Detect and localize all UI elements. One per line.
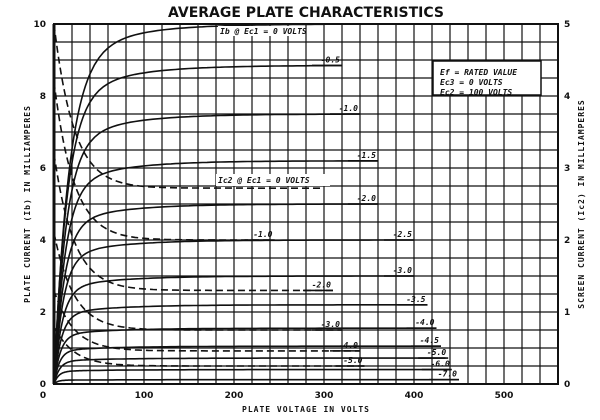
svg-text:-3.0: -3.0 xyxy=(321,320,340,329)
svg-text:-3.0: -3.0 xyxy=(393,266,412,275)
x-axis-label: PLATE VOLTAGE IN VOLTS xyxy=(242,405,370,414)
svg-text:-3.5: -3.5 xyxy=(406,295,425,304)
y2-axis-label: SCREEN CURRENT (Ic2) IN MILLIAMPERES xyxy=(577,99,586,308)
svg-text:2: 2 xyxy=(40,308,46,318)
svg-text:-0.5: -0.5 xyxy=(321,55,340,64)
svg-text:200: 200 xyxy=(225,391,244,401)
svg-text:-4.5: -4.5 xyxy=(420,336,439,345)
svg-text:-1.5: -1.5 xyxy=(357,151,376,160)
y-axis-label: PLATE CURRENT (Ib) IN MILLIAMPERES xyxy=(23,105,32,303)
svg-text:-7.0: -7.0 xyxy=(438,370,457,379)
svg-text:-6.0: -6.0 xyxy=(431,360,450,369)
svg-text:500: 500 xyxy=(495,391,514,401)
svg-text:300: 300 xyxy=(315,391,334,401)
curves xyxy=(53,23,459,385)
plate-curves-label: Ib @ Ec1 = 0 VOLTS xyxy=(220,27,307,36)
chart-title: AVERAGE PLATE CHARACTERISTICS xyxy=(168,5,444,21)
svg-text:2: 2 xyxy=(564,236,570,246)
svg-text:-2.0: -2.0 xyxy=(357,194,376,203)
svg-text:-2.0: -2.0 xyxy=(312,280,331,289)
svg-text:1: 1 xyxy=(564,308,570,318)
svg-text:400: 400 xyxy=(405,391,424,401)
svg-text:-5.0: -5.0 xyxy=(343,356,362,365)
svg-text:3: 3 xyxy=(564,164,570,174)
conditions-box: Ef = RATED VALUE Ec3 = 0 VOLTS Ec2 = 100… xyxy=(432,60,542,97)
curve-labels: -0.5 -1.0 -1.5 -2.0 -2.5 -3.0 -3.5 -4.0 -4.5 -5.0… xyxy=(244,55,459,381)
condition-ef: Ef = RATED VALUE xyxy=(440,68,517,77)
svg-text:10: 10 xyxy=(33,20,46,30)
svg-text:4: 4 xyxy=(40,236,46,246)
svg-text:-1.0: -1.0 xyxy=(339,104,358,113)
svg-text:0: 0 xyxy=(40,380,46,390)
svg-text:5: 5 xyxy=(564,20,570,30)
svg-text:-5.0: -5.0 xyxy=(427,348,446,357)
svg-text:6: 6 xyxy=(40,164,46,174)
svg-text:100: 100 xyxy=(135,391,154,401)
svg-text:-1.0: -1.0 xyxy=(253,230,272,239)
svg-text:0: 0 xyxy=(564,380,570,390)
svg-text:4: 4 xyxy=(564,92,570,102)
condition-ec3: Ec3 = 0 VOLTS xyxy=(440,78,503,87)
svg-text:-4.0: -4.0 xyxy=(339,341,358,350)
condition-ec2: Ec2 = 100 VOLTS xyxy=(440,88,512,97)
svg-text:0: 0 xyxy=(40,391,46,401)
svg-text:-4.0: -4.0 xyxy=(415,318,434,327)
svg-text:8: 8 xyxy=(40,92,46,102)
screen-curves-label: Ic2 @ Ec1 = 0 VOLTS xyxy=(218,176,310,185)
svg-text:-2.5: -2.5 xyxy=(393,230,412,239)
